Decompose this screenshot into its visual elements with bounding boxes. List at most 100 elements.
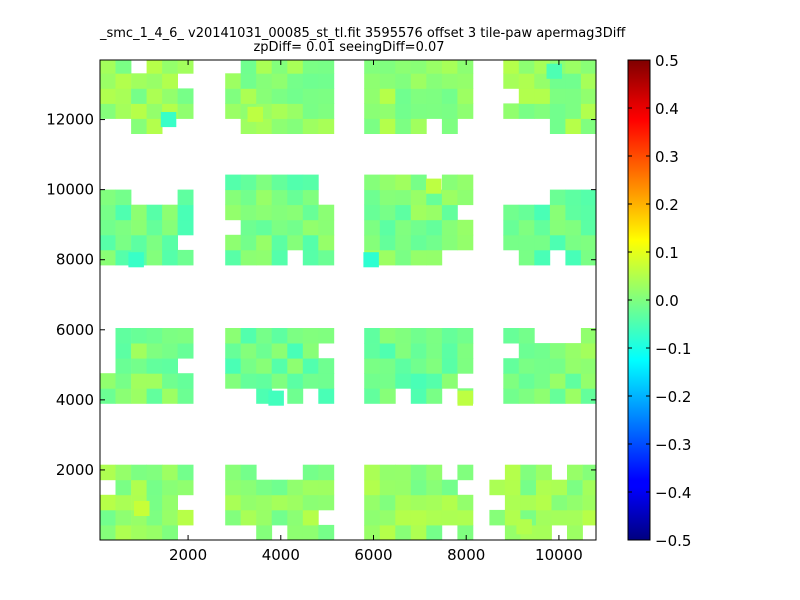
heatmap-cell — [395, 494, 412, 511]
heatmap-cell — [364, 174, 381, 191]
heatmap-cell — [426, 249, 443, 266]
colorbar-tick-label: 0.5 — [655, 52, 679, 70]
heatmap-cell-highlight — [128, 252, 144, 268]
heatmap-cell — [131, 358, 147, 374]
heatmap-cell — [302, 219, 319, 236]
heatmap-cell — [534, 343, 551, 359]
heatmap-cell — [271, 189, 288, 206]
heatmap-cell — [410, 343, 427, 359]
heatmap-cell — [240, 60, 257, 74]
heatmap-cell — [534, 373, 551, 389]
heatmap-cell — [177, 464, 194, 481]
heatmap-cell — [565, 60, 582, 74]
heatmap-cell — [146, 60, 163, 74]
heatmap-cell — [177, 249, 194, 266]
heatmap-cell — [146, 479, 163, 496]
heatmap-cell — [441, 73, 458, 89]
heatmap-cell — [364, 73, 381, 89]
heatmap-cell — [240, 509, 257, 526]
heatmap-cell — [410, 73, 427, 89]
heatmap-cell — [225, 494, 242, 511]
heatmap-cell — [534, 388, 551, 404]
heatmap-cell — [441, 509, 458, 526]
heatmap-cell — [565, 373, 582, 389]
heatmap-cell — [580, 249, 596, 266]
heatmap-cell — [441, 234, 458, 251]
heatmap-cell — [225, 358, 242, 374]
heatmap-cell — [318, 249, 335, 266]
heatmap-cell — [410, 219, 427, 236]
heatmap-cell — [518, 328, 535, 344]
colorbar-tick-label: −0.1 — [655, 340, 691, 358]
heatmap-cell — [131, 103, 147, 119]
heatmap-cell — [271, 373, 288, 389]
heatmap-cell — [146, 524, 163, 540]
heatmap-cell — [146, 118, 163, 134]
heatmap-cell — [441, 494, 458, 511]
heatmap-cell — [115, 343, 132, 359]
heatmap-cell — [364, 88, 381, 104]
heatmap-cell — [379, 524, 396, 540]
heatmap-cell — [146, 328, 163, 344]
heatmap-cell — [225, 328, 242, 344]
heatmap-cell — [162, 524, 178, 540]
heatmap-cell — [318, 373, 335, 389]
heatmap-cell — [177, 88, 194, 104]
heatmap-cell — [426, 103, 443, 119]
heatmap-cell — [395, 373, 412, 389]
heatmap-cell — [162, 219, 178, 236]
heatmap-cell — [395, 328, 412, 344]
heatmap-cell — [395, 219, 412, 236]
heatmap-cell — [225, 88, 242, 104]
heatmap-cell — [410, 373, 427, 389]
heatmap-cell — [518, 373, 535, 389]
heatmap-cell — [426, 328, 443, 344]
heatmap-cell — [534, 234, 551, 251]
y-axis: 2000 4000 6000 8000 10000 12000 — [46, 111, 596, 479]
heatmap-cell — [240, 88, 257, 104]
heatmap-cell — [115, 373, 132, 389]
y-tick-label: 10000 — [46, 181, 94, 199]
heatmap-cell — [115, 204, 132, 221]
heatmap-cell — [146, 388, 163, 404]
heatmap-cell — [426, 358, 443, 374]
heatmap-cell — [489, 509, 506, 526]
heatmap-cell — [379, 189, 396, 206]
heatmap-cell — [177, 103, 194, 119]
heatmap-cell — [115, 189, 132, 206]
heatmap-cell — [177, 509, 194, 526]
heatmap-cell — [115, 234, 132, 251]
heatmap-cell — [240, 204, 257, 221]
colorbar — [628, 60, 650, 540]
heatmap-cell — [318, 358, 335, 374]
heatmap-cell — [518, 234, 535, 251]
heatmap-cell — [567, 494, 583, 511]
heatmap-cell — [364, 388, 381, 404]
heatmap-cell — [565, 88, 582, 104]
heatmap-cell — [580, 219, 596, 236]
colorbar-tick-label: 0.0 — [655, 292, 679, 310]
heatmap-cell — [504, 479, 521, 496]
heatmap-cell — [549, 373, 566, 389]
heatmap-cell — [225, 479, 242, 496]
heatmap-cell — [580, 373, 596, 389]
heatmap-cell — [534, 103, 551, 119]
heatmap-cell — [441, 343, 458, 359]
heatmap-cell — [146, 494, 163, 511]
heatmap-cell — [162, 358, 178, 374]
heatmap-cell — [302, 464, 319, 481]
heatmap-cell — [287, 174, 304, 191]
heatmap-cell — [177, 204, 194, 221]
heatmap-cell — [115, 103, 132, 119]
heatmap-cell — [302, 60, 319, 74]
heatmap-cell — [549, 118, 566, 134]
heatmap-cell — [100, 189, 116, 206]
heatmap-cell — [536, 464, 552, 481]
heatmap-cell — [100, 103, 116, 119]
heatmap-cell — [379, 373, 396, 389]
heatmap-cell — [536, 509, 552, 526]
heatmap-cell — [410, 204, 427, 221]
heatmap-cell-highlight — [546, 63, 562, 79]
heatmap-cell — [410, 494, 427, 511]
heatmap-cell — [318, 219, 335, 236]
